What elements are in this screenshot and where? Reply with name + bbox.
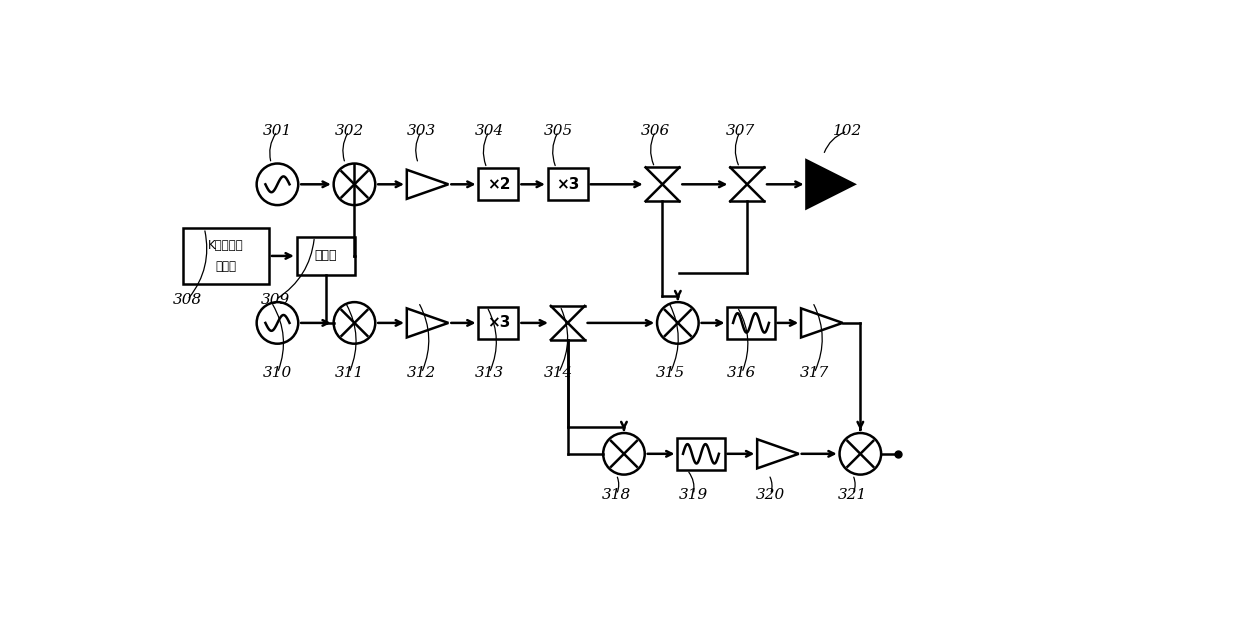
Text: 318: 318 bbox=[601, 488, 631, 502]
Text: 304: 304 bbox=[475, 124, 503, 138]
Text: 311: 311 bbox=[335, 366, 363, 380]
Text: 扫频源: 扫频源 bbox=[216, 260, 237, 273]
Text: 317: 317 bbox=[800, 366, 828, 380]
Text: 305: 305 bbox=[544, 124, 573, 138]
Text: 102: 102 bbox=[832, 124, 862, 138]
Text: 功分器: 功分器 bbox=[315, 249, 337, 262]
Text: 320: 320 bbox=[755, 488, 785, 502]
Text: 314: 314 bbox=[544, 366, 573, 380]
Text: 307: 307 bbox=[725, 124, 755, 138]
Text: K波段线性: K波段线性 bbox=[208, 240, 244, 252]
Text: 309: 309 bbox=[260, 293, 290, 307]
Text: 306: 306 bbox=[641, 124, 670, 138]
Text: 301: 301 bbox=[263, 124, 293, 138]
Text: ×3: ×3 bbox=[556, 177, 579, 192]
Text: 303: 303 bbox=[407, 124, 436, 138]
Text: 315: 315 bbox=[656, 366, 684, 380]
Text: 316: 316 bbox=[727, 366, 756, 380]
Text: 302: 302 bbox=[335, 124, 363, 138]
Text: 319: 319 bbox=[678, 488, 708, 502]
Text: 310: 310 bbox=[263, 366, 293, 380]
Text: 313: 313 bbox=[475, 366, 503, 380]
Text: 321: 321 bbox=[838, 488, 867, 502]
Text: 312: 312 bbox=[407, 366, 436, 380]
Text: ×2: ×2 bbox=[486, 177, 510, 192]
Polygon shape bbox=[806, 160, 854, 209]
Text: 308: 308 bbox=[172, 293, 202, 307]
Text: ×3: ×3 bbox=[487, 316, 510, 330]
